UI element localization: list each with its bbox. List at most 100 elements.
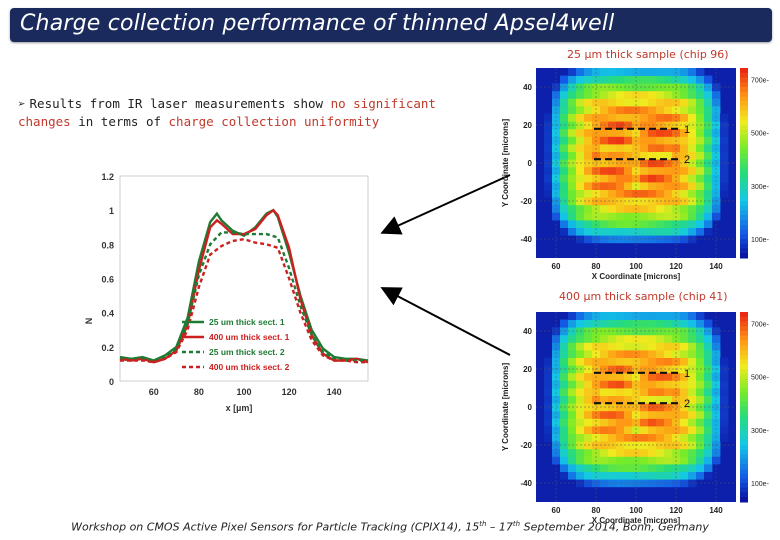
series-line-2 xyxy=(119,231,368,362)
heatmap-cell xyxy=(704,212,713,221)
heatmap-cell xyxy=(696,388,705,396)
heatmap-cell xyxy=(656,418,665,427)
heatmap-cell xyxy=(704,372,713,381)
colorbar-label: 500e- xyxy=(751,375,770,382)
colorbar-cell xyxy=(740,191,748,197)
heatmap-cell xyxy=(600,388,609,396)
colorbar-cell xyxy=(740,163,748,169)
heatmap-cell xyxy=(608,220,617,228)
heatmap-cell xyxy=(640,90,649,99)
heatmap-cell xyxy=(584,75,593,84)
heatmap-cell xyxy=(656,395,665,404)
heatmap-cell xyxy=(624,342,633,351)
heatmap-cell xyxy=(688,106,697,114)
heatmap-cell xyxy=(688,98,697,107)
x-tick-label: 60 xyxy=(552,262,561,271)
heatmap-cell xyxy=(672,395,681,404)
heatmap-cell xyxy=(584,380,593,389)
heatmap-cell xyxy=(560,357,569,366)
heatmap-cell xyxy=(704,426,713,434)
heatmap-cell xyxy=(576,418,585,427)
heatmap-cell xyxy=(544,113,553,122)
heatmap-cell xyxy=(616,68,625,76)
heatmap-cell xyxy=(640,456,649,465)
heatmap-cell xyxy=(624,410,633,419)
heatmap-cell xyxy=(624,426,633,434)
heatmap-cell xyxy=(568,151,577,160)
heatmap-cell xyxy=(696,106,705,114)
colorbar-cell xyxy=(740,144,748,150)
heatmap-cell xyxy=(648,380,657,389)
heatmap-cell xyxy=(552,174,561,183)
heatmap-25um: 60 80 100 120 140 -40 -20 0 20 40 X Coordinate [mi… xyxy=(501,68,770,281)
heatmap-cell xyxy=(720,410,729,419)
colorbar-cell xyxy=(740,316,748,322)
heatmap-cell xyxy=(640,75,649,84)
heatmap-cell xyxy=(688,342,697,351)
heatmap-cell xyxy=(688,456,697,465)
heatmap-cell xyxy=(680,426,689,434)
heatmap-cell xyxy=(688,212,697,221)
heatmap-cell xyxy=(560,410,569,419)
colorbar-cell xyxy=(740,350,748,356)
heatmap-cell xyxy=(560,106,569,114)
heatmap-cell xyxy=(656,113,665,122)
heatmap-cell xyxy=(656,189,665,198)
heatmap-cell xyxy=(656,388,665,396)
heatmap-cell xyxy=(648,113,657,122)
caption-25um: 25 µm thick sample (chip 96) xyxy=(567,48,729,61)
heatmap-cell xyxy=(616,106,625,114)
heatmap-cell xyxy=(560,418,569,427)
bullet-part: Results from IR laser measurements show xyxy=(29,96,331,111)
heatmap-cell xyxy=(704,433,713,442)
heatmap-cell xyxy=(656,68,665,76)
heatmap-cell xyxy=(688,220,697,228)
heatmap-cell xyxy=(592,334,601,343)
heatmap-cell xyxy=(648,426,657,434)
heatmap-cell xyxy=(624,174,633,183)
heatmap-cell xyxy=(584,90,593,99)
heatmap-cell xyxy=(680,319,689,328)
footer-text: Workshop on CMOS Active Pixel Sensors fo… xyxy=(0,520,780,534)
heatmap-cell xyxy=(568,90,577,99)
heatmap-cell xyxy=(688,388,697,396)
x-axis-label: x [µm] xyxy=(226,403,253,413)
heatmap-cell xyxy=(600,418,609,427)
heatmap-cell xyxy=(592,166,601,175)
heatmap-cell xyxy=(680,372,689,381)
heatmap-cell xyxy=(560,426,569,434)
heatmap-cell xyxy=(720,380,729,389)
heatmap-cell xyxy=(648,312,657,320)
heatmap-cell xyxy=(688,151,697,160)
heatmap-cell xyxy=(648,418,657,427)
heatmap-cell xyxy=(600,357,609,366)
colorbar-cell xyxy=(740,364,748,370)
heatmap-cell xyxy=(640,166,649,175)
heatmap-cell xyxy=(696,319,705,328)
heatmap-cell xyxy=(696,227,705,236)
heatmap-cell xyxy=(712,395,721,404)
heatmap-cell xyxy=(720,151,729,160)
heatmap-cell xyxy=(648,464,657,472)
heatmap-cell xyxy=(608,395,617,404)
heatmap-cell xyxy=(680,464,689,472)
heatmap-cell xyxy=(656,319,665,328)
legend-label: 25 um thick sect. 1 xyxy=(209,317,285,327)
series-line-0 xyxy=(119,208,369,362)
heatmap-cell xyxy=(608,380,617,389)
heatmap-cell xyxy=(632,166,641,175)
heatmap-cell xyxy=(664,350,673,358)
heatmap-cell xyxy=(632,418,641,427)
heatmap-cell xyxy=(672,227,681,236)
heatmap-cell xyxy=(648,410,657,419)
footer-part: th xyxy=(479,520,487,528)
heatmap-cell xyxy=(560,113,569,122)
colorbar-cell xyxy=(740,335,748,341)
colorbar-cell xyxy=(740,234,748,240)
heatmap-cell xyxy=(608,448,617,457)
y-tick-label: 0 xyxy=(528,159,533,168)
colorbar-label: 300e- xyxy=(751,184,770,191)
heatmap-cell xyxy=(608,464,617,472)
heatmap-cell xyxy=(616,372,625,381)
heatmap-cell xyxy=(696,128,705,137)
